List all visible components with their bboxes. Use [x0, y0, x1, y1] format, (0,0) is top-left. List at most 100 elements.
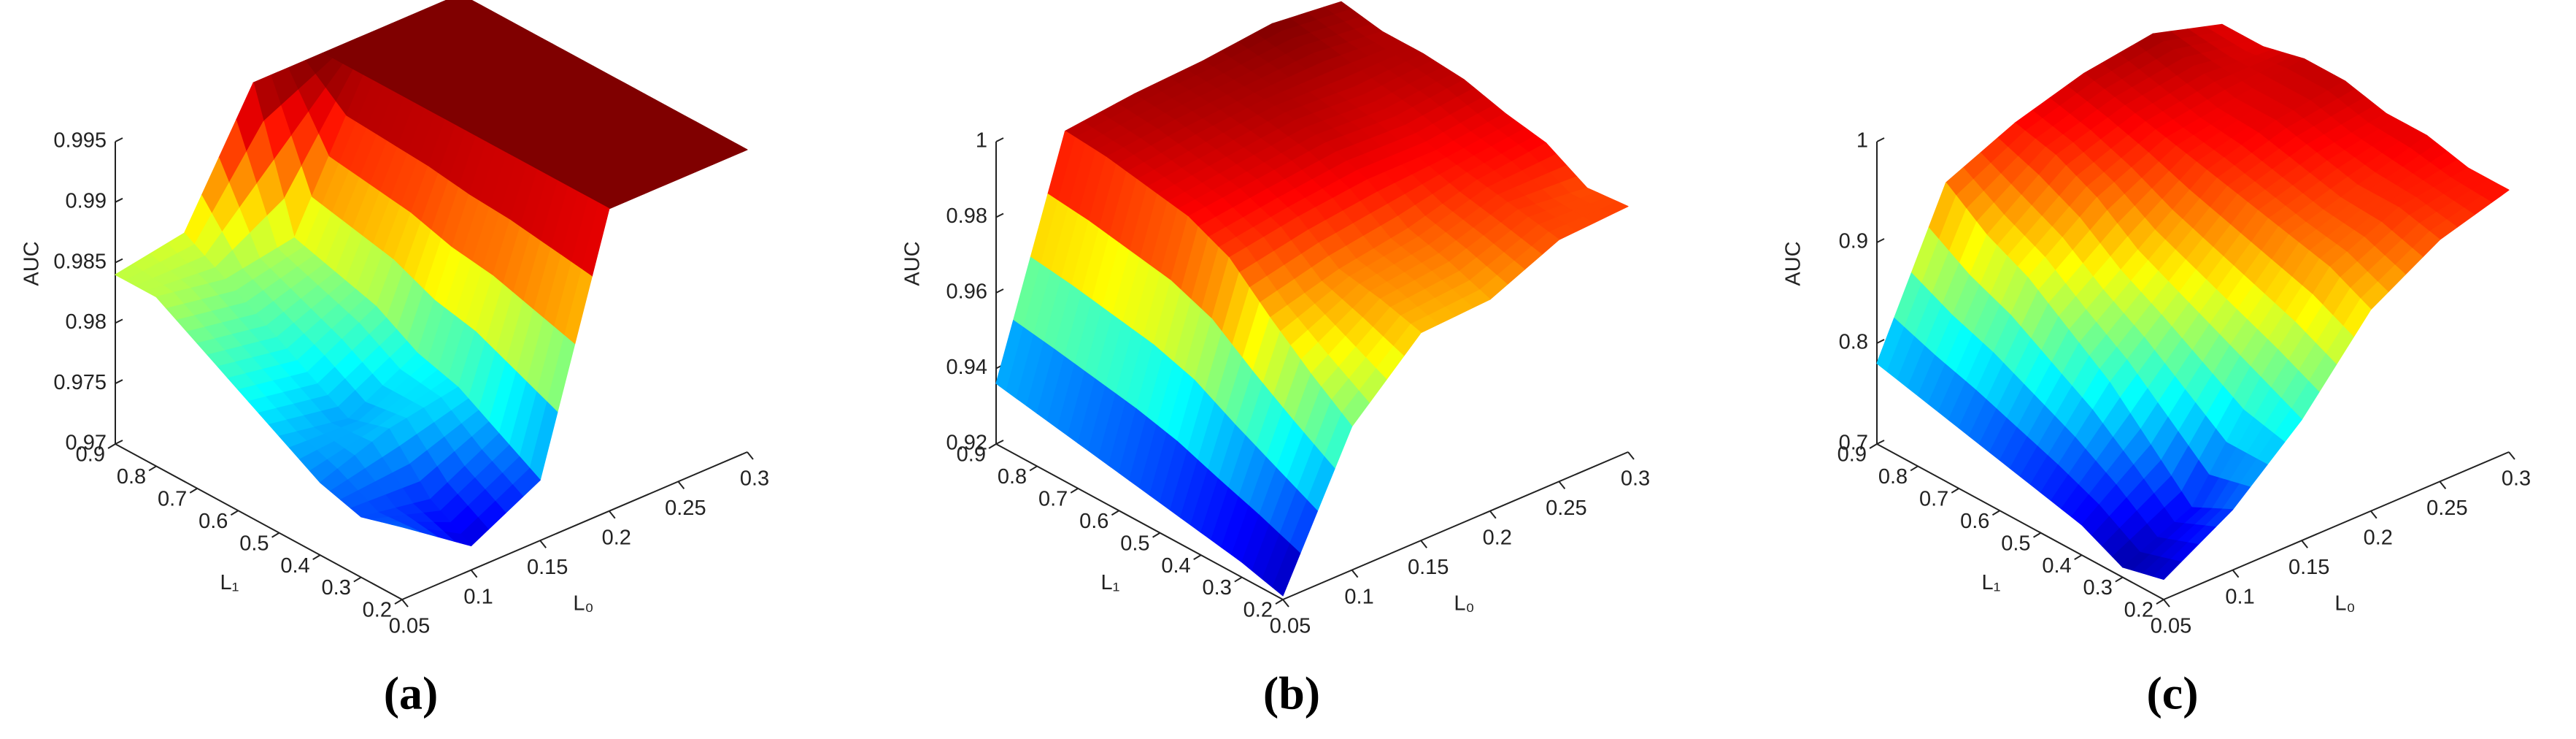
x-tick-label: 0.1 — [2225, 585, 2254, 608]
x-tick-label: 0.25 — [665, 497, 706, 520]
x-tick-label: 0.15 — [2288, 556, 2329, 579]
x-axis — [401, 451, 748, 600]
x-tick — [539, 540, 547, 548]
y-tick-label: 0.5 — [1120, 532, 1149, 555]
z-tick — [1876, 238, 1885, 243]
y-tick — [1951, 487, 1959, 494]
x-tick-label: 0.3 — [2502, 467, 2531, 491]
z-tick — [995, 440, 1004, 445]
y-tick-label: 0.7 — [1919, 488, 1948, 511]
z-tick-label: 0.98 — [946, 204, 987, 228]
x-tick — [1282, 599, 1289, 608]
y-tick — [1910, 465, 1918, 472]
y-axis-label: L₁ — [220, 571, 239, 594]
y-tick-label: 0.5 — [2001, 532, 2030, 555]
z-tick-label: 1 — [1856, 129, 1868, 153]
surface-patch — [391, 524, 420, 532]
z-tick-label: 0.995 — [53, 129, 107, 153]
y-tick-label: 0.6 — [1079, 510, 1108, 533]
x-tick — [747, 451, 754, 460]
surface-patch — [1272, 543, 1301, 597]
z-axis-label: AUC — [1782, 241, 1805, 286]
y-axis — [995, 443, 1284, 600]
x-axis-label: L₀ — [1454, 592, 1474, 616]
x-tick-label: 0.1 — [463, 585, 493, 608]
x-tick-label: 0.25 — [2426, 497, 2467, 520]
x-tick — [1627, 451, 1635, 460]
z-tick-label: 0.97 — [66, 432, 107, 455]
y-tick-label: 0.8 — [998, 465, 1027, 489]
y-tick-label: 0.2 — [363, 599, 392, 622]
x-tick-label: 0.2 — [2364, 526, 2393, 549]
x-tick — [1351, 569, 1359, 578]
z-tick — [115, 137, 123, 142]
panel: 0.050.10.150.20.250.30.20.30.40.50.60.70… — [1782, 23, 2531, 719]
x-tick — [1420, 540, 1427, 548]
z-tick — [1876, 339, 1885, 344]
z-tick — [1876, 440, 1885, 445]
x-tick — [2370, 510, 2378, 519]
y-tick — [312, 554, 321, 561]
z-tick-label: 0.9 — [1839, 230, 1868, 253]
x-axis — [1282, 451, 1629, 600]
x-axis — [2163, 451, 2510, 600]
x-tick — [677, 480, 685, 490]
y-tick-label: 0.9 — [76, 443, 105, 467]
y-tick-label: 0.7 — [158, 488, 187, 511]
z-tick-label: 0.98 — [66, 310, 107, 334]
y-tick — [353, 576, 362, 583]
x-tick-label: 0.3 — [740, 467, 769, 491]
y-tick — [2033, 532, 2042, 538]
y-tick — [1029, 465, 1038, 472]
z-tick — [1876, 137, 1885, 142]
panel-label: (c) — [2146, 667, 2198, 719]
y-tick-label: 0.3 — [2083, 576, 2113, 600]
x-tick — [2163, 599, 2170, 608]
z-tick — [115, 379, 123, 385]
y-tick-label: 0.4 — [280, 554, 309, 578]
x-tick — [470, 569, 478, 578]
y-axis — [1876, 443, 2164, 600]
panel: 0.050.10.150.20.250.30.20.30.40.50.60.70… — [901, 1, 1650, 719]
y-tick-label: 0.9 — [1837, 443, 1867, 467]
y-tick-label: 0.7 — [1038, 488, 1068, 511]
x-tick-label: 0.05 — [1270, 615, 1311, 638]
x-tick — [2232, 569, 2240, 578]
y-tick-label: 0.3 — [322, 576, 351, 600]
y-tick — [988, 443, 997, 449]
x-tick-label: 0.15 — [527, 556, 568, 579]
y-axis-label: L₁ — [1982, 571, 2001, 594]
x-tick-label: 0.2 — [602, 526, 631, 549]
x-tick — [401, 599, 409, 608]
y-tick — [148, 465, 157, 472]
y-tick — [1070, 487, 1079, 494]
y-tick-label: 0.2 — [2124, 599, 2153, 622]
y-tick-label: 0.3 — [1203, 576, 1232, 600]
y-tick — [107, 443, 116, 449]
surface-patch — [2153, 559, 2182, 581]
x-tick — [2439, 480, 2447, 490]
z-tick — [115, 440, 123, 445]
y-tick — [1991, 510, 2000, 516]
panel-label: (b) — [1263, 667, 1320, 719]
z-tick-label: 1 — [976, 129, 987, 153]
x-axis-label: L₀ — [2334, 592, 2355, 616]
y-tick — [1152, 532, 1161, 538]
y-axis-label: L₁ — [1101, 571, 1120, 594]
y-tick — [2074, 554, 2083, 561]
y-tick — [230, 510, 239, 516]
z-tick-label: 0.985 — [53, 250, 107, 273]
z-tick — [115, 318, 123, 324]
y-tick — [1193, 554, 1202, 561]
panel: 0.050.10.150.20.250.30.20.30.40.50.60.70… — [20, 0, 769, 719]
y-tick-label: 0.8 — [117, 465, 146, 489]
x-tick — [2508, 451, 2515, 460]
x-tick-label: 0.2 — [1483, 526, 1512, 549]
x-tick-label: 0.1 — [1344, 585, 1373, 608]
y-tick-label: 0.5 — [239, 532, 269, 555]
x-tick — [2301, 540, 2308, 548]
z-tick — [115, 258, 123, 264]
x-axis-label: L₀ — [573, 592, 593, 616]
y-tick-label: 0.2 — [1243, 599, 1273, 622]
